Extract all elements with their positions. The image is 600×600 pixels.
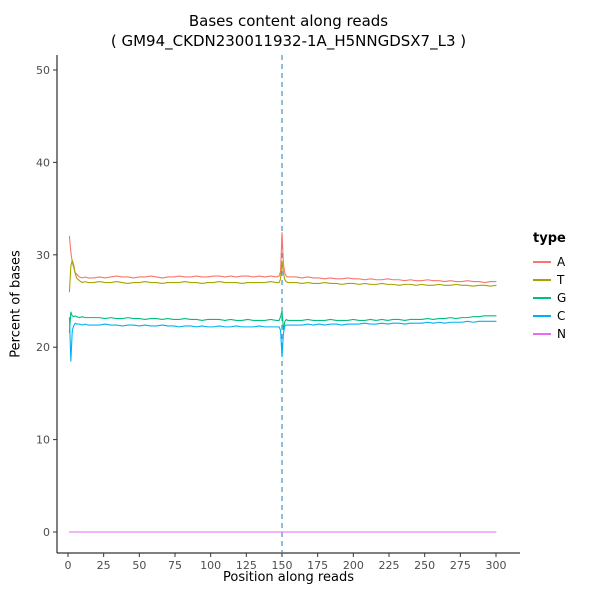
legend: type A T G C N (533, 231, 566, 343)
legend-label: C (557, 309, 566, 323)
legend-key-line-icon (533, 327, 551, 341)
x-axis-tick-label: 100 (200, 559, 221, 572)
y-axis-tick-label: 30 (36, 249, 50, 262)
series-line-G (68, 310, 497, 333)
x-axis-tick-label: 75 (168, 559, 182, 572)
legend-item-C: C (533, 307, 566, 325)
x-axis-tick-label: 225 (379, 559, 400, 572)
x-axis-title: Position along reads (223, 570, 354, 585)
x-axis-tick-label: 300 (486, 559, 507, 572)
legend-item-G: G (533, 289, 566, 307)
x-axis-tick-label: 25 (97, 559, 111, 572)
legend-item-A: A (533, 253, 566, 271)
x-axis-tick-label: 275 (450, 559, 471, 572)
legend-item-T: T (533, 271, 566, 289)
chart-title: Bases content along reads (188, 12, 389, 30)
x-axis-tick-label: 200 (343, 559, 364, 572)
legend-title: type (533, 231, 566, 246)
legend-key-line-icon (533, 309, 551, 323)
series-line-A (68, 232, 497, 284)
legend-label: A (557, 255, 566, 269)
chart-subtitle: ( GM94_CKDN230011932-1A_H5NNGDSX7_L3 ) (110, 32, 467, 50)
series-line-C (68, 317, 497, 362)
y-axis-tick-label: 20 (36, 341, 50, 354)
x-axis-tick-label: 175 (307, 559, 328, 572)
y-axis-tick-label: 40 (36, 156, 50, 169)
legend-key-line-icon (533, 273, 551, 287)
legend-key-line-icon (533, 291, 551, 305)
x-axis-tick-label: 50 (132, 559, 146, 572)
legend-label: N (557, 327, 566, 341)
legend-item-N: N (533, 325, 566, 343)
y-axis-tick-label: 50 (36, 64, 50, 77)
x-axis-tick-label: 150 (272, 559, 293, 572)
x-axis-tick-label: 0 (65, 559, 72, 572)
x-axis-tick-label: 125 (236, 559, 257, 572)
x-axis-tick-label: 250 (414, 559, 435, 572)
legend-label: G (557, 291, 567, 305)
y-axis-tick-label: 10 (36, 434, 50, 447)
series-line-T (68, 259, 497, 293)
legend-label: T (557, 273, 565, 287)
legend-key-line-icon (533, 255, 551, 269)
y-axis-tick-label: 0 (43, 526, 50, 539)
